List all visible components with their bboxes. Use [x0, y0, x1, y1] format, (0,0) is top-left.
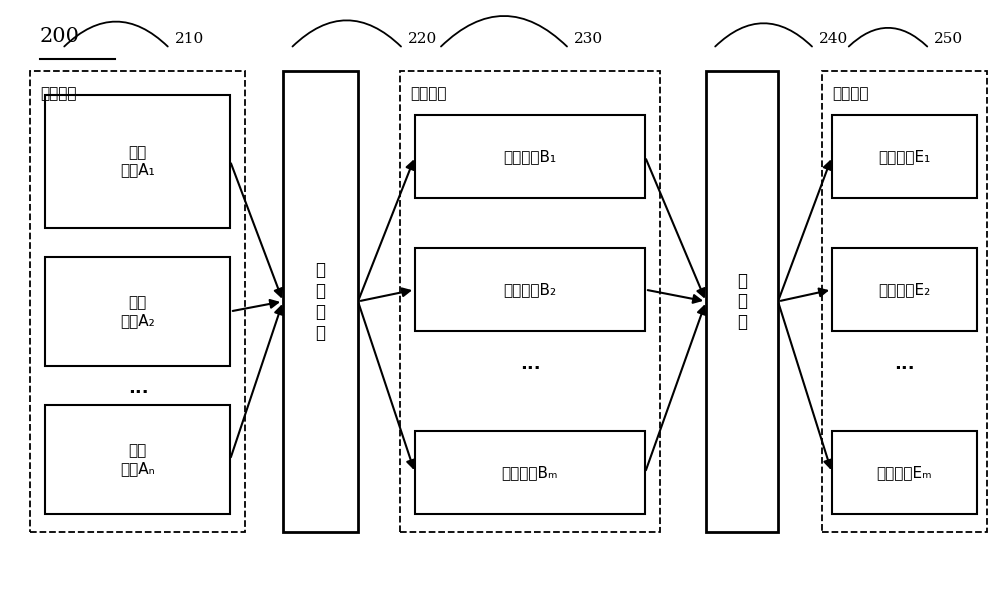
Text: 数
据
库: 数 据 库	[737, 272, 747, 331]
Text: 终端
设备A₁: 终端 设备A₁	[120, 145, 155, 177]
Text: ···: ···	[894, 361, 914, 378]
Text: 操作语句: 操作语句	[410, 86, 447, 100]
Text: 终端设备: 终端设备	[40, 86, 76, 100]
Bar	[822, 71, 987, 532]
Bar	[30, 71, 245, 532]
Text: 230: 230	[574, 31, 603, 46]
Bar	[415, 248, 645, 331]
Text: 操作语句B₁: 操作语句B₁	[503, 149, 557, 164]
Bar	[45, 95, 230, 228]
Bar	[45, 405, 230, 514]
Bar	[400, 71, 660, 532]
Bar	[415, 431, 645, 514]
Bar	[832, 431, 977, 514]
Bar	[706, 71, 778, 532]
Text: 操作语句Bₘ: 操作语句Bₘ	[502, 465, 558, 480]
Bar	[283, 71, 358, 532]
Bar	[415, 115, 645, 198]
Text: 终端
设备A₂: 终端 设备A₂	[120, 296, 155, 328]
Text: 执行结果E₂: 执行结果E₂	[878, 282, 931, 297]
Text: 执行结果: 执行结果	[832, 86, 868, 100]
Bar	[832, 248, 977, 331]
Text: 操作语句B₂: 操作语句B₂	[503, 282, 557, 297]
Bar	[45, 257, 230, 366]
Text: ···: ···	[520, 361, 540, 378]
Text: 200: 200	[40, 27, 80, 46]
Text: 应
用
程
序: 应 用 程 序	[315, 261, 325, 342]
Text: 执行结果E₁: 执行结果E₁	[878, 149, 931, 164]
Text: 执行结果Eₘ: 执行结果Eₘ	[877, 465, 932, 480]
Text: ···: ···	[128, 384, 148, 402]
Bar	[832, 115, 977, 198]
Text: 终端
设备Aₙ: 终端 设备Aₙ	[120, 443, 155, 476]
Text: 220: 220	[408, 31, 437, 46]
Text: 210: 210	[175, 31, 204, 46]
Text: 250: 250	[934, 31, 963, 46]
Text: 240: 240	[819, 31, 848, 46]
